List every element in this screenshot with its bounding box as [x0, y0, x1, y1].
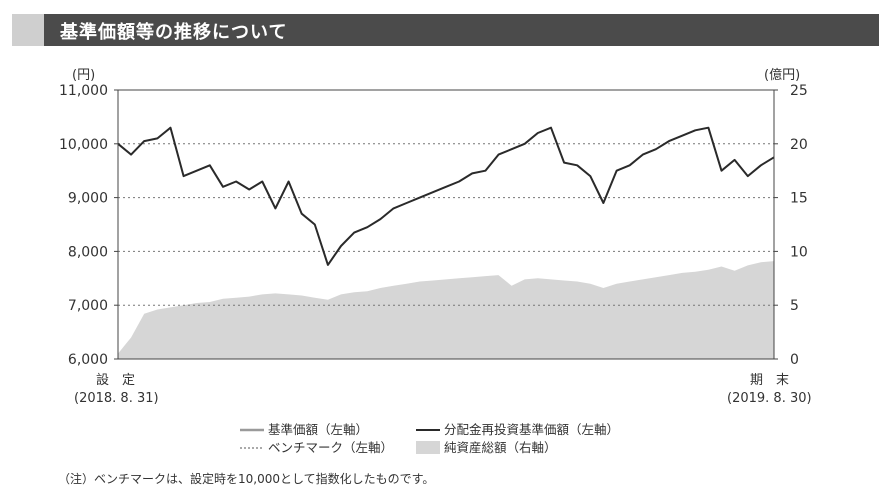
net-assets-area-layer — [118, 261, 774, 359]
left-axis-unit: (円) — [72, 68, 95, 83]
legend-label-nav: 基準価額（左軸） — [268, 422, 368, 437]
right-axis-unit: (億円) — [764, 67, 800, 83]
x-start-date: (2018. 8. 31) — [74, 391, 159, 406]
legend: 基準価額（左軸） 分配金再投資基準価額（左軸） ベンチマーク（左軸） 純資産総額… — [240, 422, 619, 455]
title-accent-block — [12, 14, 44, 46]
right-tick-label: 25 — [790, 83, 808, 99]
legend-label-benchmark: ベンチマーク（左軸） — [268, 440, 393, 455]
footnote: （注）ベンチマークは、設定時を10,000として指数化したものです。 — [58, 472, 435, 486]
right-tick-label: 5 — [790, 298, 799, 314]
x-end-label: 期 末 — [750, 373, 789, 388]
section-title: 基準価額等の推移について — [60, 22, 288, 43]
reinvested-nav-line — [117, 126, 775, 266]
right-axis-ticks: 0 5 10 15 20 25 — [774, 83, 808, 368]
left-tick-label: 7,000 — [68, 298, 108, 314]
section-title-bar: 基準価額等の推移について — [12, 14, 879, 46]
right-tick-label: 10 — [790, 244, 808, 260]
net-assets-area — [118, 261, 774, 359]
legend-label-reinvested: 分配金再投資基準価額（左軸） — [444, 422, 619, 437]
left-tick-label: 8,000 — [68, 244, 108, 260]
nav-line-layer — [117, 126, 775, 266]
nav-chart: 6,000 7,000 8,000 9,000 10,000 11,000 0 5 10 15 2… — [59, 67, 812, 455]
left-tick-label: 11,000 — [59, 83, 108, 99]
left-tick-label: 6,000 — [68, 352, 108, 368]
right-tick-label: 20 — [790, 137, 808, 153]
left-tick-label: 10,000 — [59, 137, 108, 153]
left-tick-label: 9,000 — [68, 191, 108, 207]
right-tick-label: 0 — [790, 352, 799, 368]
right-tick-label: 15 — [790, 191, 808, 207]
plot-frame — [117, 89, 775, 360]
x-end-date: (2019. 8. 30) — [727, 391, 812, 406]
x-start-label: 設 定 — [96, 372, 135, 388]
legend-label-net-assets: 純資産総額（右軸） — [444, 440, 557, 455]
left-axis-ticks: 6,000 7,000 8,000 9,000 10,000 11,000 — [59, 83, 118, 368]
legend-swatch-net-assets — [416, 441, 440, 454]
